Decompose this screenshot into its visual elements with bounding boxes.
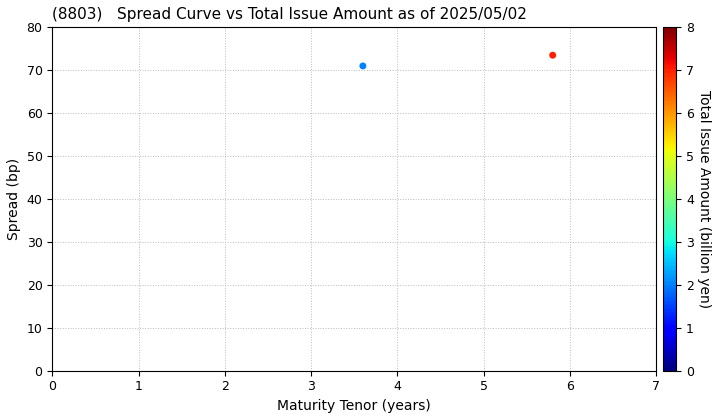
Text: (8803)   Spread Curve vs Total Issue Amount as of 2025/05/02: (8803) Spread Curve vs Total Issue Amoun…	[53, 7, 527, 22]
Point	[547, 52, 559, 58]
X-axis label: Maturity Tenor (years): Maturity Tenor (years)	[277, 399, 431, 413]
Point	[357, 63, 369, 69]
Y-axis label: Spread (bp): Spread (bp)	[7, 158, 21, 240]
Y-axis label: Total Issue Amount (billion yen): Total Issue Amount (billion yen)	[697, 90, 711, 308]
